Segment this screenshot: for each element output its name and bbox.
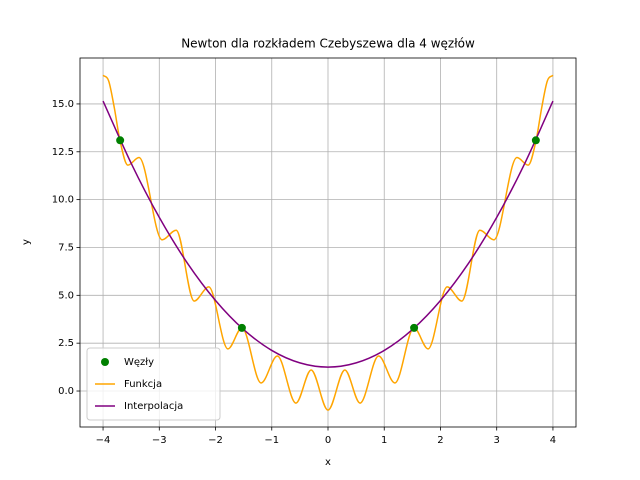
x-axis-label: x [325,457,331,468]
chart-title: Newton dla rozkładem Czebyszewa dla 4 wę… [181,37,475,51]
y-tick-label: 12.5 [52,147,74,158]
legend-marker [101,358,109,366]
y-tick-label: 0.0 [58,386,74,397]
x-tick-label: 2 [437,435,443,446]
series-line [102,74,554,411]
y-axis-label: y [21,239,32,245]
legend-label: Interpolacja [124,401,183,412]
y-tick-label: 15.0 [52,99,74,110]
y-tick-label: 10.0 [52,195,74,206]
x-tick-label: −4 [96,435,111,446]
x-tick-label: 1 [381,435,387,446]
series-line [102,100,554,368]
legend-label: Funkcja [124,379,162,390]
x-tick-label: 4 [550,435,556,446]
node-point [410,323,419,332]
plot-frame [79,57,577,428]
node-point [237,323,246,332]
node-point [531,136,540,145]
y-tick-label: 2.5 [58,338,74,349]
node-point [116,136,125,145]
x-tick-label: 0 [325,435,331,446]
legend-box [86,347,221,421]
x-tick-label: −1 [264,435,279,446]
y-tick-label: 5.0 [58,290,74,301]
x-tick-label: 3 [494,435,500,446]
x-tick-label: −3 [152,435,167,446]
y-tick-label: 7.5 [58,242,74,253]
legend-label: Węzły [124,357,154,368]
x-tick-label: −2 [208,435,223,446]
